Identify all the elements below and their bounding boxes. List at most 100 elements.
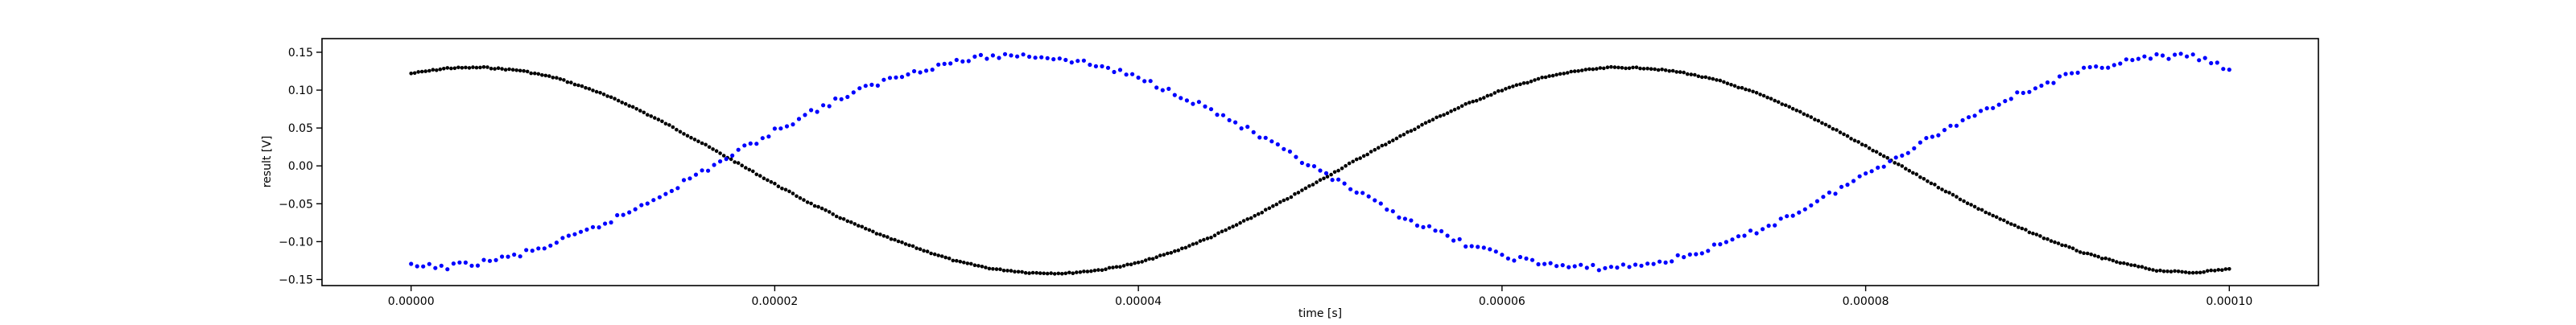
data-point bbox=[1136, 75, 1141, 80]
data-point bbox=[1707, 76, 1711, 80]
data-point bbox=[1049, 271, 1053, 275]
data-point bbox=[1766, 224, 1771, 228]
data-point bbox=[795, 194, 799, 199]
data-point bbox=[613, 97, 617, 101]
data-point bbox=[2053, 240, 2057, 245]
data-point bbox=[1583, 68, 1588, 72]
data-point bbox=[2039, 83, 2044, 88]
data-point bbox=[1373, 198, 1377, 203]
data-point bbox=[638, 109, 642, 113]
data-point bbox=[827, 210, 832, 214]
data-point bbox=[990, 53, 995, 58]
data-point bbox=[1416, 125, 1421, 130]
data-point bbox=[1615, 265, 1620, 270]
data-point bbox=[2154, 269, 2159, 274]
data-point bbox=[1918, 140, 1922, 145]
data-point bbox=[1718, 78, 1723, 83]
data-point bbox=[2166, 56, 2171, 61]
data-point bbox=[653, 116, 657, 120]
data-point bbox=[1179, 96, 1183, 101]
data-point bbox=[1687, 252, 1692, 257]
data-point bbox=[1391, 138, 1395, 142]
data-point bbox=[675, 127, 679, 132]
data-point bbox=[948, 61, 953, 66]
data-point bbox=[1560, 263, 1565, 268]
data-point bbox=[529, 71, 533, 76]
data-point bbox=[1430, 117, 1435, 121]
data-point bbox=[1325, 175, 1330, 179]
data-point bbox=[1013, 269, 1017, 274]
data-point bbox=[1287, 149, 1292, 154]
data-point bbox=[1867, 146, 1872, 150]
data-point bbox=[2187, 270, 2191, 275]
data-point bbox=[997, 56, 1001, 60]
data-point bbox=[939, 254, 944, 258]
data-point bbox=[2096, 254, 2100, 259]
data-point bbox=[1293, 191, 1297, 196]
data-point bbox=[852, 222, 857, 226]
data-point bbox=[1354, 190, 1359, 195]
data-point bbox=[1169, 251, 1174, 255]
data-point bbox=[1790, 213, 1795, 218]
data-point bbox=[1129, 262, 1133, 267]
data-point bbox=[1150, 257, 1155, 261]
data-point bbox=[1140, 260, 1144, 264]
data-point bbox=[1354, 157, 1359, 162]
data-point bbox=[1088, 62, 1092, 68]
data-point bbox=[1275, 142, 1280, 147]
data-point bbox=[1361, 154, 1366, 158]
data-point bbox=[2089, 252, 2093, 257]
data-point bbox=[1754, 91, 1759, 95]
x-tick-label: 0.00008 bbox=[1843, 295, 1889, 308]
data-point bbox=[1943, 189, 1948, 194]
data-point bbox=[651, 198, 656, 203]
data-point bbox=[2063, 72, 2068, 76]
data-point bbox=[2209, 268, 2213, 273]
y-tick-label: 0.15 bbox=[288, 47, 313, 60]
data-point bbox=[1639, 263, 1644, 268]
data-point bbox=[1821, 195, 1826, 200]
data-point bbox=[1929, 181, 1934, 186]
data-point bbox=[831, 212, 835, 216]
data-point bbox=[603, 221, 608, 226]
data-point bbox=[718, 159, 723, 164]
data-point bbox=[572, 82, 577, 87]
data-point bbox=[1245, 125, 1250, 130]
data-point bbox=[1191, 101, 1195, 106]
data-point bbox=[1996, 102, 2001, 107]
data-point bbox=[1459, 104, 1464, 109]
data-point bbox=[1922, 177, 1926, 181]
data-point bbox=[721, 154, 726, 158]
data-point bbox=[1360, 191, 1365, 195]
data-point bbox=[493, 67, 497, 71]
data-point bbox=[1914, 172, 1919, 176]
data-point bbox=[474, 65, 479, 70]
data-point bbox=[2051, 80, 2056, 85]
data-point bbox=[2045, 80, 2050, 85]
data-point bbox=[1078, 270, 1083, 274]
data-point bbox=[1420, 122, 1424, 127]
data-point bbox=[1536, 261, 1541, 267]
data-point bbox=[2112, 63, 2116, 68]
data-point bbox=[942, 61, 947, 66]
data-point bbox=[857, 86, 862, 91]
data-point bbox=[1608, 265, 1613, 269]
data-point bbox=[1118, 265, 1122, 269]
data-point bbox=[687, 176, 692, 181]
data-point bbox=[1703, 75, 1708, 80]
data-point bbox=[706, 168, 711, 173]
data-point bbox=[681, 178, 687, 183]
data-point bbox=[1112, 69, 1117, 75]
data-point bbox=[951, 258, 956, 263]
data-point bbox=[409, 261, 414, 266]
data-point bbox=[2124, 57, 2128, 62]
data-point bbox=[1761, 227, 1765, 232]
data-point bbox=[1409, 129, 1414, 133]
data-point bbox=[2130, 58, 2135, 63]
data-point bbox=[2060, 243, 2064, 248]
data-point bbox=[409, 72, 413, 76]
data-point bbox=[802, 198, 806, 202]
data-point bbox=[896, 239, 901, 244]
data-point bbox=[2041, 237, 2046, 241]
data-point bbox=[1627, 66, 1632, 71]
